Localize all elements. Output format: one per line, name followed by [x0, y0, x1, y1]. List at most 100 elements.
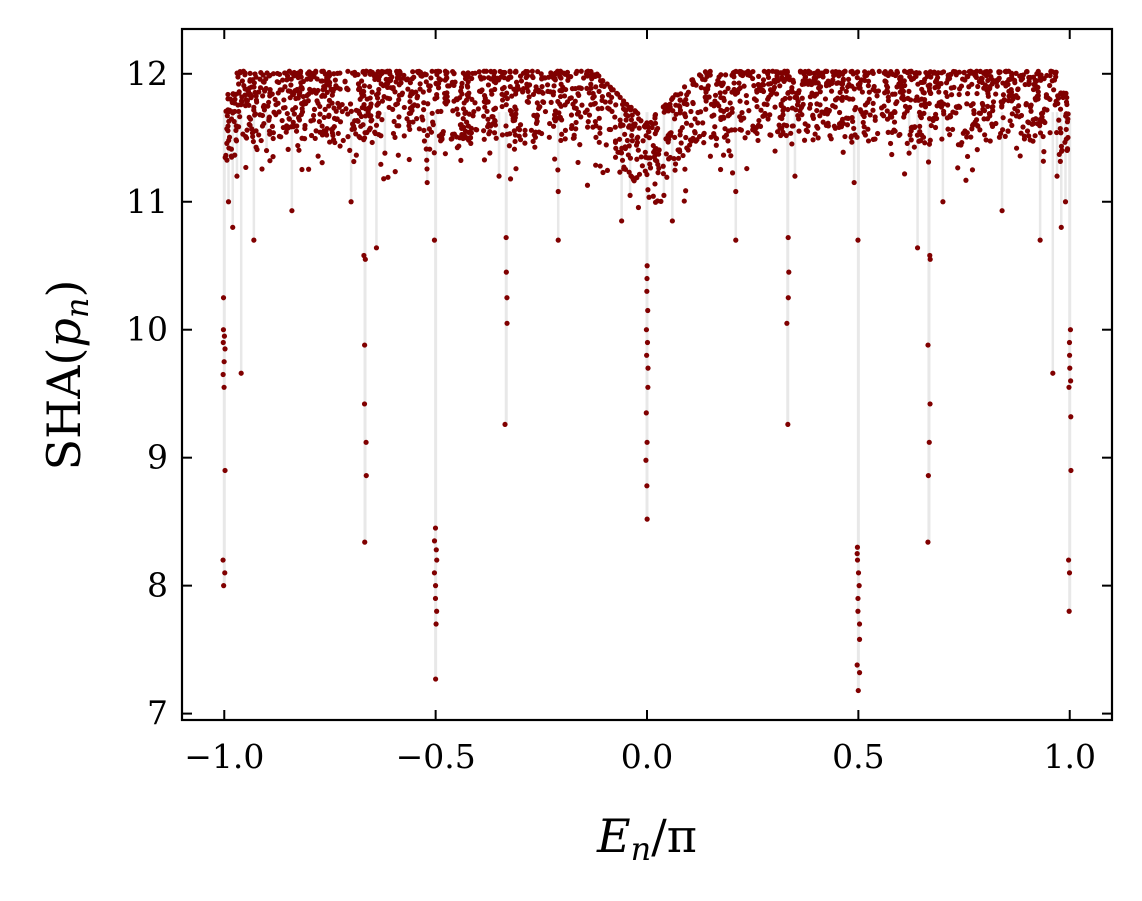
data-point	[233, 127, 239, 133]
data-point	[717, 90, 723, 96]
data-point	[745, 130, 751, 136]
data-point	[774, 129, 781, 135]
data-point	[857, 85, 863, 91]
data-point	[513, 79, 520, 85]
data-point	[722, 89, 728, 95]
dip-point	[221, 384, 227, 390]
data-point	[677, 104, 683, 110]
data-point	[698, 85, 704, 91]
data-point	[872, 117, 878, 123]
dip-point	[431, 237, 438, 243]
outlier-point	[225, 199, 232, 205]
data-point	[385, 174, 391, 180]
data-point	[765, 116, 771, 122]
data-point	[836, 121, 843, 127]
data-point	[622, 131, 628, 137]
data-point	[515, 125, 521, 132]
data-point	[922, 104, 929, 110]
data-point	[918, 79, 924, 86]
data-point	[1007, 76, 1013, 82]
data-point	[517, 122, 524, 128]
data-point	[1056, 117, 1062, 123]
data-point	[457, 95, 463, 101]
data-point	[584, 107, 590, 113]
data-point	[853, 104, 859, 111]
data-point	[300, 93, 306, 100]
outlier-point	[263, 147, 270, 154]
data-point	[539, 83, 545, 90]
data-point	[902, 103, 909, 109]
data-point	[1048, 69, 1054, 75]
data-point	[926, 100, 932, 107]
data-point	[839, 97, 845, 103]
data-point	[396, 123, 402, 129]
data-point	[337, 119, 344, 125]
data-point	[849, 139, 855, 145]
data-point	[476, 69, 482, 75]
data-point	[1057, 158, 1063, 164]
data-point	[1012, 80, 1018, 86]
data-point	[975, 83, 981, 90]
data-point	[904, 140, 910, 147]
data-point	[969, 69, 975, 75]
data-point	[525, 88, 531, 94]
data-point	[490, 121, 496, 127]
data-point	[989, 77, 996, 83]
data-point	[572, 98, 578, 104]
data-point	[360, 69, 366, 75]
data-point	[715, 77, 721, 84]
outlier-point	[669, 218, 675, 224]
data-point	[294, 86, 300, 93]
data-point	[568, 112, 575, 118]
data-point	[684, 92, 690, 98]
data-point	[885, 72, 891, 79]
dip-point	[1068, 378, 1074, 384]
data-point	[872, 136, 878, 142]
data-point	[1027, 137, 1033, 143]
data-point	[1038, 111, 1045, 117]
data-point	[1009, 122, 1015, 128]
data-point	[512, 69, 518, 75]
data-point	[692, 128, 698, 135]
data-point	[550, 89, 557, 95]
data-point	[489, 91, 495, 97]
data-point	[607, 99, 613, 105]
data-point	[675, 92, 681, 98]
data-point	[863, 109, 869, 115]
dip-point	[503, 269, 509, 275]
data-point	[534, 100, 540, 106]
data-point	[617, 117, 623, 123]
data-point	[757, 123, 764, 129]
data-point	[849, 133, 855, 139]
data-point	[366, 84, 373, 90]
data-point	[596, 88, 602, 94]
dip-point	[785, 421, 791, 428]
data-point	[683, 134, 689, 141]
data-point	[288, 82, 294, 88]
data-point	[909, 76, 915, 83]
data-point	[440, 129, 446, 135]
data-point	[524, 81, 530, 87]
data-point	[345, 111, 351, 117]
data-point	[392, 89, 398, 95]
data-point	[647, 161, 653, 167]
data-point	[512, 104, 518, 110]
data-point	[588, 102, 594, 108]
data-point	[337, 143, 343, 149]
data-point	[834, 80, 840, 86]
data-point	[465, 79, 471, 85]
y-axis-label: SHA(pn)	[37, 280, 96, 471]
data-point	[650, 142, 656, 149]
dip-point	[644, 339, 651, 346]
data-point	[698, 109, 704, 115]
data-point	[989, 81, 995, 87]
data-point	[242, 86, 248, 92]
data-point	[431, 150, 437, 156]
data-point	[648, 119, 654, 126]
data-point	[291, 111, 297, 117]
data-point	[970, 101, 976, 107]
data-point	[592, 118, 598, 125]
data-point	[562, 71, 568, 77]
outlier-point	[348, 199, 354, 205]
dip-point	[220, 327, 227, 333]
